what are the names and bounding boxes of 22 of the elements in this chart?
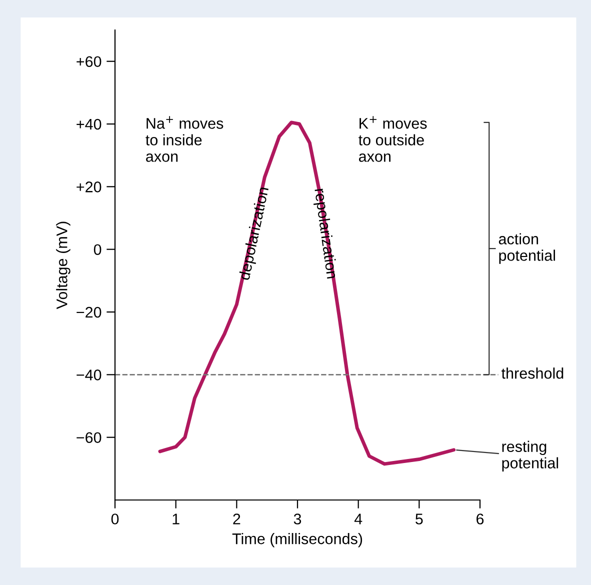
y-tick-label: +60 [76, 56, 102, 68]
y-tick-label: −20 [76, 306, 102, 318]
y-axis-title: Voltage (mV) [56, 222, 70, 310]
y-tick-label: −60 [76, 432, 102, 444]
y-tick-label: +20 [76, 182, 102, 192]
y-tick-label: 0 [94, 244, 102, 256]
x-tick-label: 1 [172, 514, 180, 524]
x-tick-label: 2 [233, 514, 240, 524]
annotation: resting potential [502, 440, 558, 472]
ref-line-label: threshold [502, 368, 564, 379]
y-tick-label: −40 [76, 370, 102, 380]
annotation: repolarization [312, 188, 338, 280]
x-tick-label: 3 [294, 514, 302, 524]
y-tick-label: +40 [76, 118, 102, 130]
annotation: Na$^{+}$ moves to inside axon [146, 116, 224, 162]
text: action potential [498, 233, 555, 264]
x-tick-label: 0 [111, 514, 119, 524]
x-tick-label: 6 [476, 514, 484, 524]
x-tick-label: 4 [354, 514, 362, 524]
annotation: K$^{+}$ moves to outside axon [358, 116, 427, 162]
x-tick-label: 5 [416, 514, 423, 524]
x-axis-title: Time (milliseconds) [232, 532, 362, 548]
